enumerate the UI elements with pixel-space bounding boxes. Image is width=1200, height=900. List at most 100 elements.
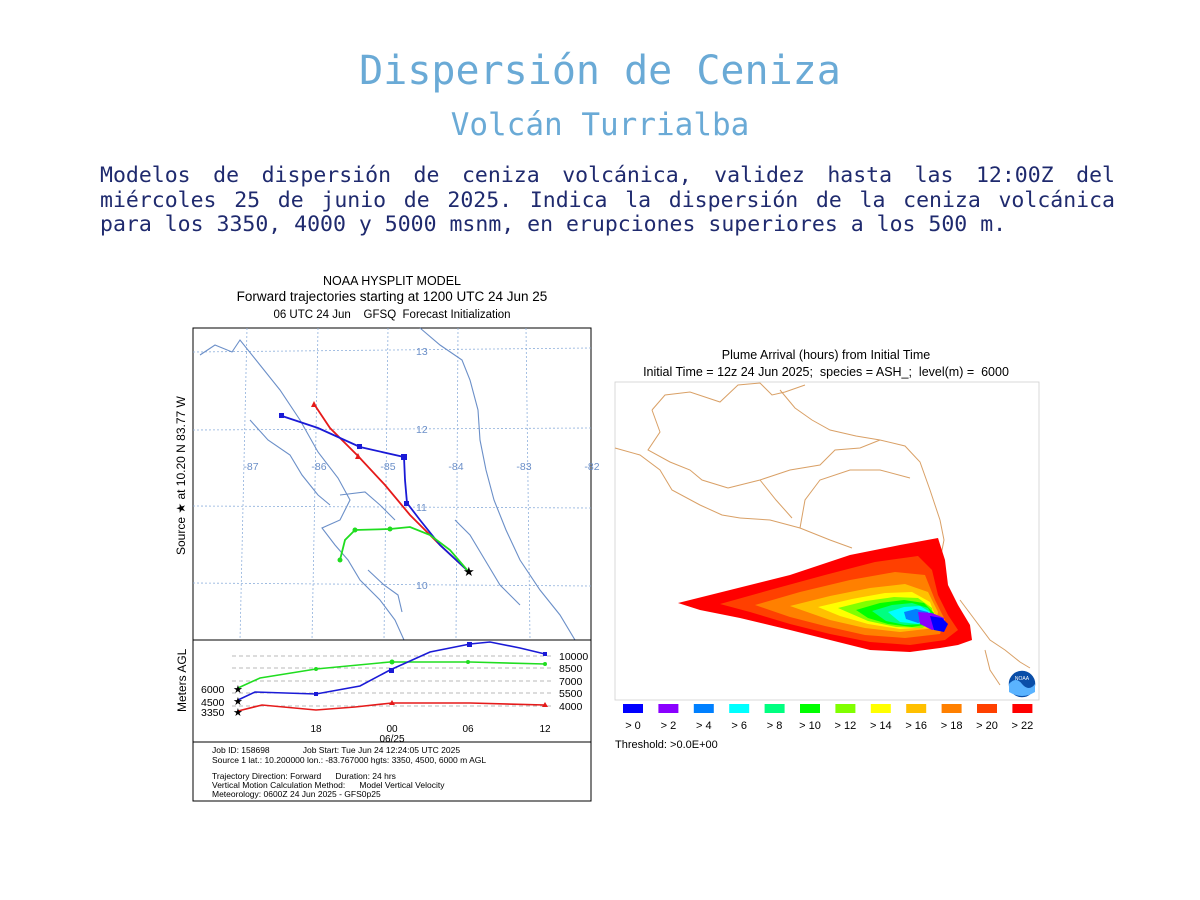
plume-band-0 bbox=[930, 616, 948, 632]
blue-marker bbox=[279, 413, 284, 418]
legend-label: > 10 bbox=[799, 720, 821, 732]
time-label: 06 bbox=[462, 724, 474, 735]
legend-label: > 12 bbox=[835, 720, 857, 732]
trajectory-title-2: Forward trajectories starting at 1200 UT… bbox=[237, 289, 548, 304]
plume-threshold: Threshold: >0.0E+00 bbox=[615, 739, 718, 751]
lon-label: -85 bbox=[380, 461, 395, 473]
trajectory-map-frame bbox=[192, 327, 592, 641]
start-height-label: 3350 bbox=[201, 707, 225, 719]
legend-label: > 14 bbox=[870, 720, 892, 732]
blue-marker bbox=[543, 652, 547, 656]
trajectory-green-height bbox=[237, 661, 546, 689]
blue-marker bbox=[314, 692, 318, 696]
legend-swatch bbox=[729, 704, 750, 713]
height-profile-frame bbox=[192, 639, 592, 743]
yaxis-label: Meters AGL bbox=[175, 648, 189, 712]
lon-labels: -87 -86 -85 -84 -83 -82 bbox=[243, 461, 599, 473]
start-star: ★ bbox=[233, 684, 243, 696]
start-height-label: 4500 bbox=[201, 697, 225, 709]
plume-title-2: Initial Time = 12z 24 Jun 2025; species … bbox=[643, 365, 1009, 379]
trajectory-red-height bbox=[237, 702, 546, 712]
start-height-label: 6000 bbox=[201, 684, 225, 696]
legend-label: > 22 bbox=[1012, 720, 1034, 732]
lat-label: 11 bbox=[416, 502, 427, 514]
legend-label: > 8 bbox=[767, 720, 783, 732]
blue-marker bbox=[404, 501, 409, 506]
time-label: 18 bbox=[310, 724, 322, 735]
blue-marker bbox=[467, 642, 472, 647]
legend-swatch bbox=[693, 704, 714, 713]
green-marker bbox=[337, 557, 343, 563]
lon-label: -83 bbox=[516, 461, 531, 473]
height-label: 7000 bbox=[559, 676, 583, 688]
start-star: ★ bbox=[233, 707, 243, 719]
lon-label: -87 bbox=[243, 461, 258, 473]
source-label: Source ★ at 10.20 N 83.77 W bbox=[174, 395, 188, 555]
legend-label: > 2 bbox=[661, 720, 677, 732]
noaa-logo-text: NOAA bbox=[1015, 676, 1030, 682]
legend-label: > 16 bbox=[905, 720, 927, 732]
noaa-logo: NOAA bbox=[1007, 669, 1037, 699]
legend-swatch bbox=[764, 704, 785, 713]
legend-label: > 6 bbox=[731, 720, 747, 732]
description-paragraph: Modelos de dispersión de ceniza volcánic… bbox=[100, 163, 1115, 237]
blue-marker bbox=[357, 444, 362, 449]
noaa-logo-wave bbox=[1009, 680, 1035, 696]
legend-swatch bbox=[623, 704, 643, 713]
blue-marker bbox=[401, 454, 407, 460]
legend-swatch bbox=[941, 704, 962, 713]
red-marker bbox=[542, 702, 548, 707]
green-marker bbox=[466, 660, 470, 664]
legend-swatch bbox=[658, 704, 679, 713]
green-marker bbox=[314, 667, 318, 671]
time-label: 00 bbox=[386, 724, 398, 735]
legend-swatch bbox=[1012, 704, 1033, 713]
time-label: 12 bbox=[539, 724, 551, 735]
lat-label: 13 bbox=[416, 346, 428, 358]
height-gridlines bbox=[232, 655, 552, 707]
height-labels-right: 10000 8500 7000 5500 4000 bbox=[559, 651, 588, 713]
job-info-text: Job ID: 158698 Job Start: Tue Jun 24 12:… bbox=[212, 745, 486, 799]
trajectory-figure: NOAA HYSPLIT MODEL Forward trajectories … bbox=[174, 274, 600, 802]
lat-labels: 13 12 11 10 bbox=[416, 346, 428, 592]
legend-label: > 20 bbox=[976, 720, 998, 732]
trajectory-title-1: NOAA HYSPLIT MODEL bbox=[323, 274, 461, 288]
start-star: ★ bbox=[233, 696, 243, 708]
lat-label: 12 bbox=[416, 424, 428, 436]
legend-swatch bbox=[977, 704, 997, 713]
plume-map-borders bbox=[614, 382, 1031, 686]
trajectory-blue-height bbox=[237, 641, 546, 701]
legend-swatch bbox=[835, 704, 856, 713]
height-label: 10000 bbox=[559, 651, 588, 663]
page-subtitle: Volcán Turrialba bbox=[450, 107, 750, 143]
red-marker bbox=[355, 453, 361, 459]
lat-label: 10 bbox=[416, 580, 428, 592]
legend-swatch bbox=[906, 704, 927, 713]
job-info-line: Vertical Motion Calculation Method: Mode… bbox=[212, 780, 445, 790]
height-markers: ★ ★ ★ bbox=[233, 642, 548, 719]
blue-marker bbox=[389, 668, 394, 673]
job-info-line: Meteorology: 0600Z 24 Jun 2025 - GFS0p25 bbox=[212, 789, 381, 799]
plume-shape bbox=[678, 538, 972, 652]
plume-figure: Plume Arrival (hours) from Initial Time … bbox=[614, 348, 1040, 751]
trajectory-markers-map: ★ bbox=[279, 401, 475, 579]
plume-title-1: Plume Arrival (hours) from Initial Time bbox=[722, 348, 930, 362]
green-marker bbox=[387, 526, 393, 532]
map-grid bbox=[192, 327, 592, 641]
page-title: Dispersión de Ceniza bbox=[359, 48, 841, 94]
map-coastline bbox=[199, 327, 576, 641]
date-label: 06/25 bbox=[379, 734, 404, 745]
trajectory-title-3: 06 UTC 24 Jun GFSQ Forecast Initializati… bbox=[273, 309, 510, 321]
height-label: 8500 bbox=[559, 663, 583, 675]
time-axis: 18 00 06 12 06/25 bbox=[310, 724, 551, 745]
plume-legend: > 0 > 2 > 4 > 6 > 8 > 10 > 12 > 14 > 16 > 18 > 20 >… bbox=[623, 704, 1033, 732]
green-marker bbox=[352, 527, 358, 533]
trajectory-green-map bbox=[339, 526, 469, 572]
green-marker bbox=[543, 662, 547, 666]
job-info-box bbox=[192, 741, 592, 802]
start-heights-left: 6000 4500 3350 bbox=[201, 684, 225, 719]
source-star: ★ bbox=[463, 564, 475, 579]
height-label: 5500 bbox=[559, 688, 583, 700]
legend-label: > 4 bbox=[696, 720, 712, 732]
lon-label: -84 bbox=[448, 461, 463, 473]
